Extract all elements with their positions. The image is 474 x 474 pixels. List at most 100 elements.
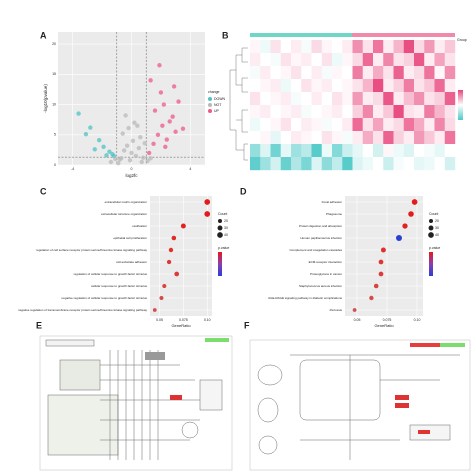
heatmap-cell <box>260 92 271 106</box>
heatmap-cell <box>321 40 333 54</box>
heatmap-cell <box>332 92 343 106</box>
heatmap-cell <box>403 79 415 93</box>
heatmap-cell <box>270 79 281 93</box>
x-axis-label: GeneRatio <box>374 323 394 328</box>
x-tick-label: 0.10 <box>204 318 211 322</box>
dot <box>159 295 164 301</box>
heatmap-cell <box>250 92 261 106</box>
y-tick-label: 5 <box>54 133 56 137</box>
heatmap-cell <box>434 118 445 132</box>
y-axis-label: -log10(pvalue) <box>43 84 48 113</box>
dot <box>411 199 418 205</box>
heatmap-cell <box>321 157 333 171</box>
heatmap-cell <box>311 131 322 145</box>
point <box>152 108 158 113</box>
heatmap-cell <box>280 40 292 54</box>
heatmap-cell <box>424 157 435 171</box>
heatmap-cell <box>342 118 353 132</box>
heatmap-cell <box>342 53 353 67</box>
category-label: ECM-receptor interaction <box>309 260 343 264</box>
point <box>164 137 169 142</box>
heatmap-cell <box>393 92 404 106</box>
x-tick-label: 0 <box>131 167 133 171</box>
point <box>126 125 131 131</box>
category-label: epithelial cell proliferation <box>113 236 147 240</box>
heatmap-cell <box>424 40 435 54</box>
heatmap-cell <box>291 79 302 93</box>
heatmap-cell <box>424 144 435 158</box>
point <box>123 113 128 118</box>
heatmap-cell <box>301 157 312 171</box>
heatmap-cell <box>414 53 425 67</box>
heatmap-cell <box>444 157 456 171</box>
heatmap-cell <box>393 157 404 171</box>
heatmap-cell <box>362 118 374 132</box>
category-label: Focal adhesion <box>322 200 343 204</box>
heatmap-cell <box>352 66 363 80</box>
point <box>116 160 121 166</box>
heatmap-cell <box>414 105 425 119</box>
heatmap-cell <box>321 144 333 158</box>
heatmap-cell <box>444 53 456 67</box>
point <box>120 131 125 136</box>
heatmap-cell <box>393 79 404 93</box>
x-tick-label: 0.05 <box>354 318 361 322</box>
dot <box>402 223 408 229</box>
heatmap-cell <box>383 40 394 54</box>
heatmap-cell <box>414 118 425 132</box>
legend-title: Count <box>429 212 438 216</box>
dendrogram <box>229 47 248 161</box>
heatmap-cell <box>383 118 394 132</box>
category-label: regulation of cellular response to growt… <box>74 272 148 276</box>
heatmap-cell <box>301 79 312 93</box>
heatmap-cell <box>393 105 404 119</box>
point <box>139 159 144 165</box>
heatmap-cell <box>362 105 374 119</box>
point <box>173 129 178 134</box>
heatmap-cell <box>434 157 445 171</box>
point <box>107 149 112 154</box>
point <box>133 153 139 159</box>
heatmap-cell <box>362 92 374 106</box>
heatmap-cell <box>352 131 363 145</box>
heatmap-cell <box>383 157 394 171</box>
heatmap-cell <box>403 105 415 119</box>
heatmap-cell <box>311 79 322 93</box>
legend-label: 30 <box>435 226 439 230</box>
heatmap-cell <box>321 79 333 93</box>
heatmap-cell <box>414 92 425 106</box>
x-tick-label: 4 <box>189 167 191 171</box>
dot <box>395 234 403 242</box>
heatmap-cell <box>383 131 394 145</box>
heatmap-cell <box>301 118 312 132</box>
category-label: Complement and coagulation cascades <box>289 248 342 252</box>
heatmap-cell <box>362 53 374 67</box>
heatmap-cell <box>280 92 292 106</box>
heatmap-cell <box>444 66 456 80</box>
point <box>101 144 106 150</box>
heatmap-cell <box>342 66 353 80</box>
heatmap-cell <box>352 92 363 106</box>
heatmap-cell <box>424 131 435 145</box>
colorbar <box>458 90 463 120</box>
point <box>76 111 81 116</box>
heatmap-cell <box>414 144 425 158</box>
heatmap-cell <box>301 53 312 67</box>
heatmap-cell <box>321 53 333 67</box>
heatmap-cell <box>362 144 374 158</box>
point <box>121 148 127 153</box>
heatmap-cell <box>280 131 292 145</box>
heatmap-cell <box>393 131 404 145</box>
dot <box>378 271 384 277</box>
category-label: Staphylococcus aureus infection <box>299 284 342 288</box>
heatmap-cell <box>280 118 292 132</box>
heatmap-cell <box>373 66 384 80</box>
legend-label: 40 <box>435 233 439 237</box>
dot <box>352 308 357 312</box>
heatmap-cell <box>342 131 353 145</box>
category-label: Protein digestion and absorption <box>299 224 342 228</box>
heatmap-cell <box>260 131 271 145</box>
heatmap-cell <box>332 66 343 80</box>
plot-area <box>150 196 212 316</box>
heatmap-cell <box>373 92 384 106</box>
